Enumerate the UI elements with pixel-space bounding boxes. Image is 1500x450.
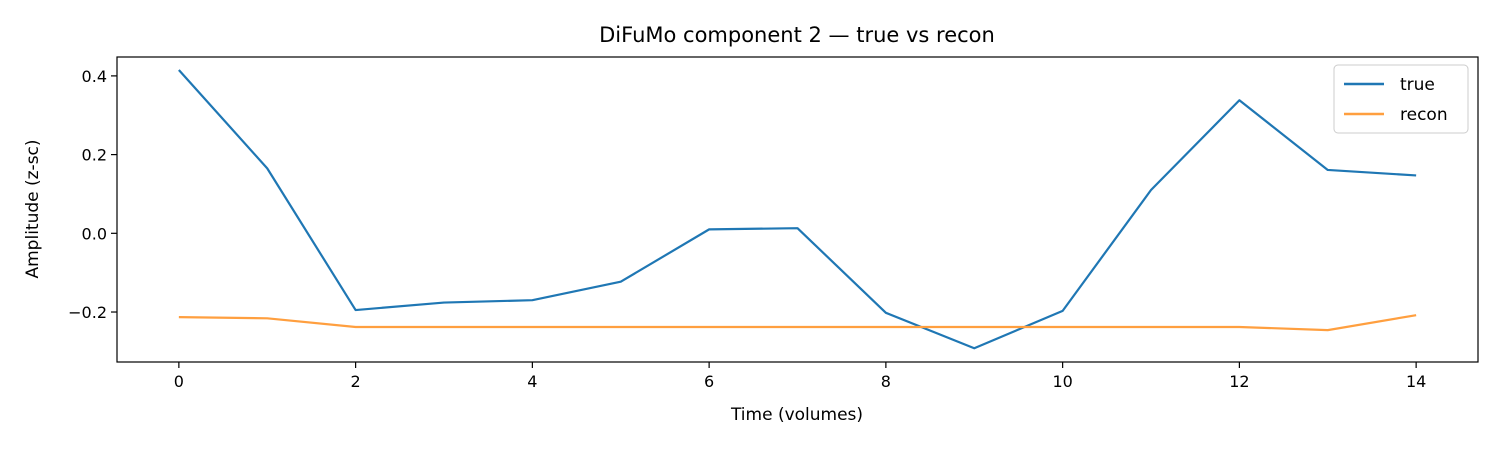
y-tick-label: 0.4 <box>82 67 107 86</box>
legend-box <box>1333 64 1469 134</box>
plot-area <box>116 56 1479 363</box>
series-line-recon <box>178 314 1417 332</box>
legend-label-recon: recon <box>1400 105 1448 125</box>
y-axis-label: Amplitude (z-sc) <box>23 139 43 278</box>
x-tick-label: 4 <box>527 372 537 391</box>
x-axis: 0 2 4 6 8 10 12 14 <box>174 362 1426 391</box>
chart-title: DiFuMo component 2 — true vs recon <box>599 23 995 47</box>
x-tick-label: 10 <box>1052 372 1072 391</box>
x-tick-label: 6 <box>704 372 714 391</box>
x-axis-label: Time (volumes) <box>730 405 863 425</box>
legend: true recon <box>1333 64 1469 134</box>
series-line-true <box>178 69 1417 350</box>
x-tick-label: 8 <box>881 372 891 391</box>
x-tick-label: 12 <box>1229 372 1249 391</box>
y-tick-label: 0.0 <box>82 224 107 243</box>
y-axis: −0.2 0.0 0.2 0.4 <box>68 67 117 322</box>
y-tick-label: 0.2 <box>82 146 107 165</box>
x-tick-label: 14 <box>1406 372 1426 391</box>
plot-frame <box>116 56 1479 363</box>
series-layer <box>178 69 1417 350</box>
x-tick-label: 0 <box>174 372 184 391</box>
y-tick-label: −0.2 <box>68 303 107 322</box>
x-tick-label: 2 <box>351 372 361 391</box>
legend-label-true: true <box>1400 75 1435 95</box>
